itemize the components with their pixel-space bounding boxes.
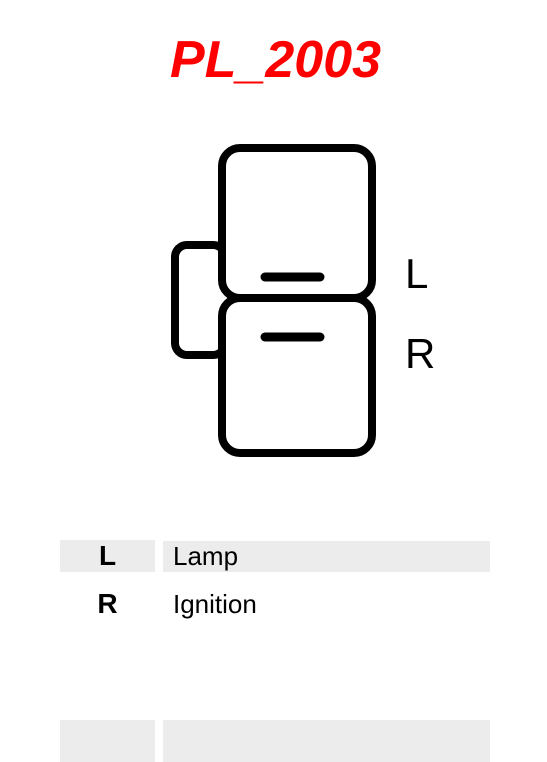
legend-row: L Lamp: [60, 535, 490, 577]
legend-key: R: [60, 588, 155, 620]
legend-value: Ignition: [163, 589, 490, 620]
legend-value: Lamp: [163, 541, 490, 572]
connector-diagram: [0, 0, 547, 500]
pin-label-top: L: [405, 250, 428, 298]
legend-table: L Lamp R Ignition: [60, 535, 490, 679]
pin-label-bottom: R: [405, 330, 435, 378]
legend-row: [60, 631, 490, 673]
legend-key: L: [60, 540, 155, 572]
legend-key: [60, 720, 155, 762]
legend-value: [163, 720, 490, 762]
legend-extra-row: [60, 720, 490, 762]
page: PL_2003 L R LLampRIgnition: [0, 0, 547, 761]
legend-row: R Ignition: [60, 583, 490, 625]
